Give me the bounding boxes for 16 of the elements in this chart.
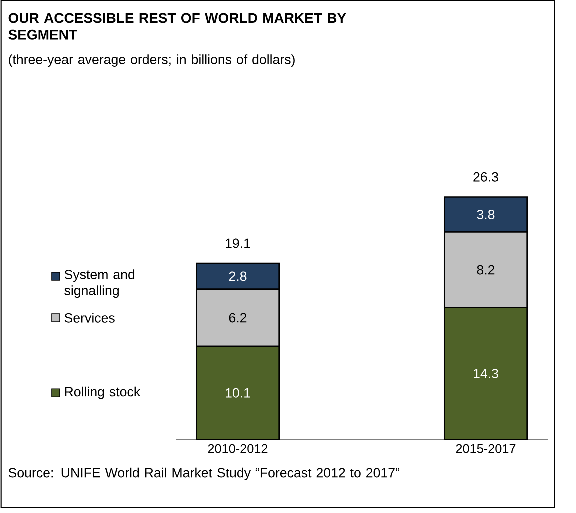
total-label: 19.1 [226,238,250,248]
data-label: 3.8 [477,210,495,220]
data-label: 2.8 [229,272,247,282]
data-label: 10.1 [226,388,250,398]
chart-title: OUR ACCESSIBLE REST OF WORLD MARKET BY SEGMENT [8,13,346,40]
data-label: 14.3 [474,369,498,378]
source-note: Source: UNIFE World Rail Market Study “Forecast 2012 to 2017” [8,468,400,480]
total-label: 26.3 [474,172,498,182]
x-tick-label: 2015-2017 [456,444,516,454]
legend-label: Services [64,313,115,323]
data-label: 8.2 [477,265,495,275]
legend-label: System and signalling [64,270,135,298]
x-tick-label: 2010-2012 [208,444,268,454]
legend-label: Rolling stock [65,386,141,400]
chart-subtitle: (three-year average orders; in billions of dollars) [9,54,295,68]
data-label: 6.2 [229,313,247,323]
